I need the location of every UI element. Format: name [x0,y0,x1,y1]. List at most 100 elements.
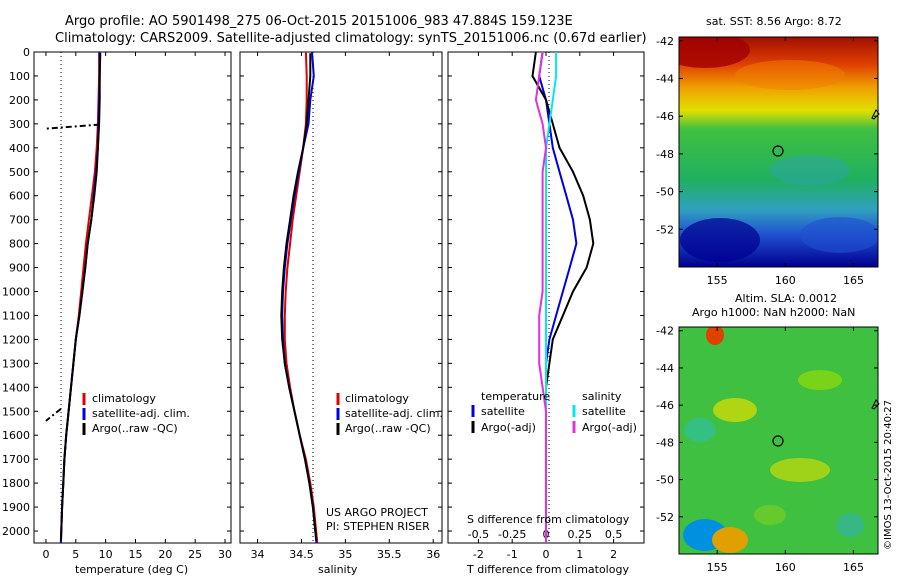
legend-label-climatology: climatology [345,392,409,405]
depth-tick-label: 1700 [2,453,30,466]
figure-title-line-1: Argo profile: AO 5901498_275 06-Oct-2015… [65,14,573,29]
argo-qc-flag [45,408,62,422]
difference-legend: temperature satellite Argo(-adj) salinit… [471,390,637,434]
x-tick-label: 5 [72,548,79,561]
depth-tick-label: 500 [9,166,30,179]
map-lat-tick-label: -52 [656,511,674,524]
map-lat-tick-label: -50 [656,186,674,199]
x-tick-label-top: 0.25 [568,528,593,541]
map-lat-tick-label: -42 [656,325,674,338]
x-tick-label: 1 [576,548,583,561]
legend-label-sal-sat: satellite [582,405,626,418]
depth-tick-label: 1800 [2,477,30,490]
difference-x-ticks: -2 -1 0 1 2-0.5 -0.25 0 0.25 0.5 [468,52,623,561]
map-lon-tick-label: 160 [775,561,796,574]
map-lat-tick-label: -46 [656,399,674,412]
temperature-xlabel: temperature (deg C) [75,563,188,576]
credit-project: US ARGO PROJECT [326,506,428,519]
temperature-legend: climatology satellite-adj. clim. Argo(..… [82,392,190,435]
imos-credit: ©IMOS 13-Oct-2015 20:40:27 [883,400,894,550]
salinity-xlabel: salinity [318,563,358,576]
depth-tick-label: 900 [9,262,30,275]
map-lat-tick-label: -48 [656,148,674,161]
sla-map-ticks: -42 -44 -46 -48 -50 -52 155 160 165 [656,325,878,574]
map-lat-tick-label: -46 [656,110,674,123]
legend-sal-heading: salinity [582,390,622,403]
difference-xlabel: T difference from climatology [466,563,629,576]
depth-tick-label: 1400 [2,381,30,394]
figure-title-line-2: Climatology: CARS2009. Satellite-adjuste… [55,31,647,46]
map-lat-tick-label: -42 [656,35,674,48]
difference-xlabel-top: S difference from climatology [467,513,630,526]
x-tick-label: 25 [188,548,202,561]
coastline-sla [871,399,880,410]
temperature-series [45,52,102,544]
x-tick-label: 34 [251,548,265,561]
argo-qc-flag [45,123,100,130]
depth-tick-label: 1500 [2,405,30,418]
coastline-sst [871,109,880,120]
x-tick-label-top: 0.5 [605,528,623,541]
legend-label-temp-argo: Argo(-adj) [481,421,536,434]
difference-series [531,51,595,543]
x-tick-label: 2 [610,548,617,561]
legend-label-sal-argo: Argo(-adj) [582,421,637,434]
depth-tick-label: 700 [9,214,30,227]
depth-tick-label: 1300 [2,357,30,370]
x-tick-label: 34.5 [289,548,314,561]
x-tick-label-top: -0.25 [498,528,526,541]
legend-label-satellite: satellite-adj. clim. [345,407,443,420]
series-line-argo-raw-qc- [280,53,318,541]
depth-axis-tick-labels: 0 100 200 300 400 500 600 700 800 900 1000 1100 1200… [2,46,644,538]
x-tick-label: 30 [218,548,232,561]
x-tick-label: 15 [128,548,142,561]
depth-tick-label: 1600 [2,429,30,442]
x-tick-label: 36 [426,548,440,561]
x-tick-label: 0 [42,548,49,561]
sst-map: sat. SST: 8.56 Argo: 8.72 [656,15,880,287]
map-lon-tick-label: 155 [707,274,728,287]
series-line-satellite-adj-clim- [281,51,318,544]
salinity-panel-frame [239,51,443,544]
map-lon-tick-label: 165 [843,274,864,287]
map-lat-tick-label: -50 [656,474,674,487]
x-tick-label: 0 [543,548,550,561]
sst-map-texture [679,37,878,262]
float-location-marker [772,145,784,157]
depth-tick-label: 600 [9,190,30,203]
map-lon-tick-label: 160 [775,274,796,287]
depth-tick-label: 200 [9,94,30,107]
depth-tick-label: 0 [23,46,30,59]
map-lat-tick-label: -44 [656,362,674,375]
depth-tick-label: 800 [9,238,30,251]
map-lon-tick-label: 165 [843,561,864,574]
depth-tick-label: 100 [9,70,30,83]
map-lon-tick-label: 155 [707,561,728,574]
salinity-legend: climatology satellite-adj. clim. Argo(..… [336,392,443,435]
depth-tick-label: 2000 [2,525,30,538]
sla-map: Altim. SLA: 0.0012 Argo h1000: NaN h2000… [656,292,880,574]
x-tick-label: -2 [473,548,484,561]
depth-tick-label: 1100 [2,309,30,322]
depth-tick-label: 400 [9,142,30,155]
depth-tick-label: 300 [9,118,30,131]
map-lat-tick-label: -48 [656,436,674,449]
map-lat-tick-label: -52 [656,223,674,236]
series-line-argo-raw-qc- [59,53,102,541]
series-line-salinity-satellite [545,52,558,543]
depth-tick-label: 1900 [2,501,30,514]
sla-map-title-2: Argo h1000: NaN h2000: NaN [692,306,855,319]
x-tick-label: 35.5 [377,548,402,561]
temperature-panel: 0 5 10 15 20 25 30 temperature (deg C) climato… [33,51,232,576]
salinity-x-ticks: 34 34.5 35 35.5 36 [251,52,440,561]
legend-label-temp-sat: satellite [481,405,525,418]
depth-tick-label: 1200 [2,333,30,346]
legend-temp-heading: temperature [481,390,550,403]
x-tick-label: -1 [507,548,518,561]
salinity-panel: 34 34.5 35 35.5 36 salinity climatology sate… [239,51,443,576]
sst-map-frame [678,36,879,268]
difference-panel: -2 -1 0 1 2-0.5 -0.25 0 0.25 0.5 S difference fr… [447,51,645,576]
x-tick-label: 10 [99,548,113,561]
legend-label-argo: Argo(..raw -QC) [345,422,431,435]
